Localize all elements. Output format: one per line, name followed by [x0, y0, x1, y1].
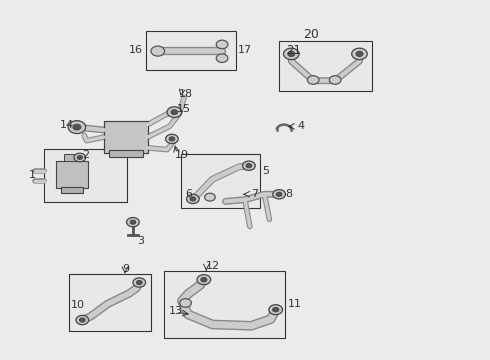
Circle shape [204, 193, 215, 201]
Text: 7: 7 [251, 189, 258, 199]
Text: 8: 8 [285, 189, 292, 199]
Circle shape [272, 307, 279, 312]
Circle shape [284, 48, 299, 60]
Circle shape [352, 48, 368, 60]
Text: 21: 21 [287, 44, 301, 57]
Circle shape [216, 40, 228, 49]
Text: 14: 14 [60, 120, 74, 130]
Text: 20: 20 [304, 28, 319, 41]
Bar [56, 161, 88, 188]
Text: 18: 18 [179, 89, 194, 99]
Circle shape [243, 161, 255, 170]
Circle shape [133, 278, 146, 287]
Text: 17: 17 [238, 45, 252, 55]
Text: 10: 10 [71, 300, 85, 310]
Text: 12: 12 [206, 261, 220, 271]
Text: 1: 1 [29, 170, 36, 180]
Circle shape [288, 51, 295, 57]
Circle shape [246, 164, 252, 168]
Text: 16: 16 [128, 45, 143, 55]
Circle shape [180, 299, 192, 307]
Circle shape [76, 315, 89, 325]
Text: 2: 2 [82, 150, 89, 160]
Circle shape [169, 137, 175, 141]
Bar [279, 41, 372, 91]
Circle shape [74, 153, 86, 162]
Text: 6: 6 [186, 189, 193, 199]
Circle shape [151, 46, 165, 56]
Circle shape [356, 51, 363, 57]
Circle shape [307, 76, 319, 84]
Circle shape [216, 54, 228, 63]
Circle shape [73, 124, 81, 130]
Bar [44, 149, 127, 202]
Text: 5: 5 [262, 166, 269, 176]
Circle shape [136, 280, 142, 285]
Bar [109, 150, 143, 157]
Circle shape [68, 121, 86, 134]
Text: 13: 13 [169, 306, 182, 316]
Text: 9: 9 [122, 264, 129, 274]
Circle shape [167, 107, 182, 117]
Text: 19: 19 [174, 150, 189, 160]
Circle shape [329, 76, 341, 84]
Bar [64, 154, 81, 161]
Circle shape [130, 220, 136, 224]
Bar [146, 31, 236, 70]
Bar [104, 121, 147, 153]
Circle shape [197, 275, 211, 285]
Circle shape [276, 192, 282, 196]
Circle shape [190, 197, 196, 201]
Text: 15: 15 [177, 104, 191, 114]
Bar [181, 154, 260, 208]
Circle shape [171, 110, 178, 114]
Text: 4: 4 [297, 121, 305, 131]
Text: 3: 3 [137, 236, 144, 246]
Circle shape [77, 156, 82, 159]
Circle shape [201, 278, 207, 282]
Circle shape [273, 190, 286, 199]
Circle shape [166, 134, 178, 144]
Bar [69, 274, 151, 331]
Circle shape [269, 305, 283, 315]
Bar [164, 271, 286, 338]
Circle shape [126, 217, 139, 227]
Bar [61, 187, 83, 193]
Text: 11: 11 [288, 299, 302, 309]
Circle shape [187, 194, 199, 203]
Circle shape [79, 318, 85, 322]
